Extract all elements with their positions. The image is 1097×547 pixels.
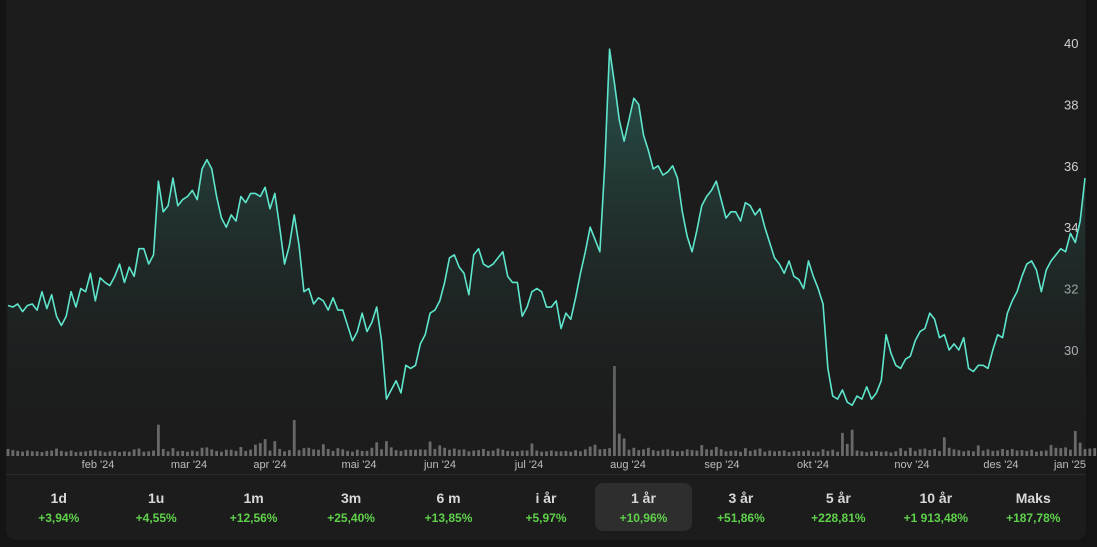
range-label: 1m	[243, 489, 264, 506]
range-label: 1d	[50, 489, 67, 506]
volume-bar	[1093, 448, 1097, 456]
y-tick-label: 34	[1064, 220, 1078, 235]
x-tick-label: jan '25	[1053, 459, 1086, 471]
range-option-1u[interactable]: 1u +4,55%	[107, 483, 204, 531]
range-option-1m[interactable]: 1m +12,56%	[205, 483, 302, 531]
x-tick-label: mai '24	[341, 459, 376, 471]
range-option-3y[interactable]: 3 år +51,86%	[692, 483, 789, 531]
range-change: +4,55%	[135, 510, 177, 525]
range-change: +3,94%	[38, 510, 80, 525]
y-tick-label: 36	[1064, 159, 1078, 174]
range-change: +10,96%	[619, 510, 668, 525]
range-change: +1 913,48%	[903, 510, 968, 525]
y-tick-label: 40	[1064, 36, 1078, 51]
range-change: +228,81%	[811, 510, 866, 525]
volume-bar	[1088, 448, 1092, 456]
range-label: 6 m	[436, 489, 461, 506]
range-selector: 1d +3,94% 1u +4,55% 1m +12,56% 3m +25,40…	[10, 483, 1082, 531]
x-tick-label: des '24	[983, 459, 1018, 471]
x-tick-label: jun '24	[423, 459, 456, 471]
x-tick-label: aug '24	[610, 459, 646, 471]
range-label: 3m	[340, 489, 362, 506]
range-label: 10 år	[919, 489, 953, 506]
price-area	[8, 49, 1085, 456]
x-tick-label: apr '24	[253, 459, 286, 471]
range-label: Maks	[1015, 489, 1051, 506]
range-option-max[interactable]: Maks +187,78%	[985, 483, 1082, 531]
x-tick-label: jul '24	[514, 459, 543, 471]
range-option-1d[interactable]: 1d +3,94%	[10, 483, 107, 531]
y-tick-label: 38	[1064, 97, 1078, 112]
x-tick-label: nov '24	[894, 459, 929, 471]
range-label: 1u	[148, 489, 165, 506]
range-label: 3 år	[728, 489, 754, 506]
range-change: +25,40%	[327, 510, 375, 525]
range-option-3m[interactable]: 3m +25,40%	[302, 483, 399, 531]
x-tick-label: okt '24	[797, 459, 829, 471]
range-label: 1 år	[630, 489, 656, 506]
range-option-1y[interactable]: 1 år +10,96%	[594, 483, 693, 531]
range-option-10y[interactable]: 10 år +1 913,48%	[887, 483, 984, 531]
price-line	[7, 48, 1086, 407]
range-change: +187,78%	[1006, 510, 1061, 525]
x-tick-label: mar '24	[171, 459, 207, 471]
range-change: +5,97%	[525, 510, 567, 525]
range-option-6m[interactable]: 6 m +13,85%	[400, 483, 497, 531]
range-change: +12,56%	[229, 510, 278, 525]
x-tick-label: sep '24	[704, 459, 739, 471]
x-tick-label: feb '24	[82, 459, 115, 471]
x-axis: feb '24 mar '24 apr '24 mai '24 jun '24 jul '…	[82, 459, 1086, 471]
range-option-ytd[interactable]: i år +5,97%	[497, 483, 594, 531]
range-label: 5 år	[825, 489, 851, 506]
range-change: +51,86%	[717, 510, 765, 525]
divider	[6, 474, 1086, 475]
range-option-5y[interactable]: 5 år +228,81%	[790, 483, 887, 531]
range-label: i år	[535, 489, 557, 506]
range-change: +13,85%	[424, 510, 473, 525]
